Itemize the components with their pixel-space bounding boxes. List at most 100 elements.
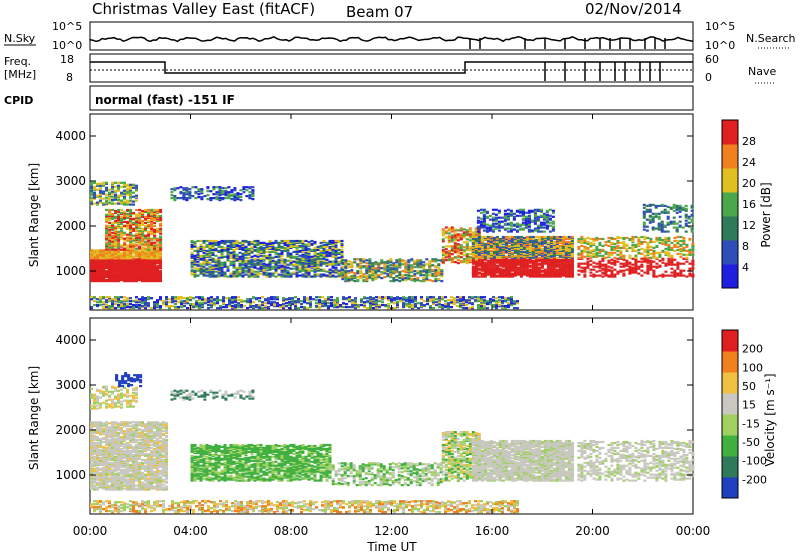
data-cell — [527, 220, 531, 223]
data-cell — [274, 246, 278, 249]
data-cell — [548, 214, 552, 217]
data-cell — [268, 253, 272, 256]
data-cell — [640, 257, 644, 260]
data-cell — [147, 234, 151, 237]
data-cell — [244, 264, 248, 267]
data-cell — [244, 259, 248, 262]
data-cell — [114, 219, 118, 222]
data-cell — [319, 249, 323, 252]
data-cell — [519, 244, 523, 247]
data-cell — [147, 211, 151, 215]
data-cell — [383, 272, 387, 275]
data-cell — [577, 237, 581, 241]
data-cell — [277, 264, 281, 267]
data-cell — [498, 243, 502, 246]
data-cell — [431, 258, 435, 261]
data-cell — [474, 232, 478, 235]
data-cell — [453, 228, 457, 231]
data-cell — [220, 261, 224, 264]
data-cell — [271, 265, 275, 268]
data-cell — [316, 245, 320, 248]
data-cell — [610, 261, 614, 264]
data-cell — [398, 271, 402, 274]
data-cell — [589, 268, 593, 271]
data-cell — [259, 257, 263, 260]
data-cell — [193, 273, 197, 276]
data-cell — [564, 268, 568, 271]
data-cell — [328, 260, 332, 263]
data-cell — [528, 235, 532, 239]
data-cell — [431, 260, 435, 263]
data-cell — [604, 252, 608, 255]
data-cell — [643, 254, 647, 257]
data-cell — [150, 245, 154, 248]
data-cell — [199, 247, 203, 250]
data-cell — [232, 272, 236, 275]
data-cell — [525, 237, 529, 241]
data-cell — [144, 247, 148, 250]
data-cell — [93, 194, 96, 197]
data-cell — [93, 196, 96, 199]
data-cell — [407, 266, 411, 269]
data-cell — [251, 198, 255, 201]
data-cell — [105, 260, 108, 263]
data-cell — [497, 229, 501, 232]
data-cell — [616, 260, 620, 263]
data-cell — [132, 237, 136, 240]
data-cell — [347, 260, 351, 263]
data-cell — [359, 265, 363, 268]
data-cell — [220, 252, 224, 255]
data-cell — [431, 269, 435, 272]
data-cell — [410, 264, 414, 267]
data-cell — [135, 236, 139, 239]
data-cell — [489, 235, 493, 239]
data-cell — [132, 183, 135, 186]
data-cell — [477, 271, 481, 274]
data-cell — [247, 242, 251, 245]
data-cell — [507, 258, 511, 261]
data-cell — [117, 184, 120, 187]
data-cell — [428, 260, 432, 263]
data-cell — [196, 269, 200, 272]
data-cell — [652, 273, 656, 276]
data-cell — [524, 222, 528, 225]
data-cell — [141, 272, 144, 275]
data-cell — [108, 210, 112, 214]
data-cell — [552, 271, 556, 274]
data-cell — [637, 243, 641, 246]
data-cell — [262, 246, 266, 249]
data-cell — [537, 262, 541, 265]
data-cell — [589, 237, 593, 241]
data-cell — [144, 234, 148, 237]
data-cell — [586, 253, 590, 256]
data-cell — [316, 252, 320, 255]
cpid-label: CPID — [4, 94, 33, 107]
data-cell — [601, 257, 605, 260]
data-cell — [322, 239, 326, 243]
data-cell — [592, 265, 596, 268]
data-cell — [90, 183, 93, 186]
data-cell — [120, 229, 124, 232]
data-cell — [286, 266, 290, 269]
data-cell — [159, 256, 162, 259]
data-cell — [105, 270, 108, 273]
data-cell — [120, 217, 124, 220]
data-cell — [512, 217, 516, 220]
data-cell — [256, 239, 260, 243]
data-cell — [637, 236, 641, 240]
data-cell — [313, 275, 317, 278]
data-cell — [159, 230, 163, 233]
data-cell — [525, 235, 529, 239]
data-cell — [295, 257, 299, 260]
data-cell — [120, 248, 124, 251]
data-cell — [141, 241, 145, 244]
data-cell — [191, 195, 195, 198]
data-cell — [135, 243, 139, 246]
data-cell — [551, 209, 555, 212]
data-cell — [185, 199, 189, 202]
data-cell — [105, 196, 108, 199]
data-cell — [536, 228, 540, 231]
data-cell — [245, 195, 249, 198]
data-cell — [170, 188, 174, 191]
data-cell — [661, 273, 665, 276]
